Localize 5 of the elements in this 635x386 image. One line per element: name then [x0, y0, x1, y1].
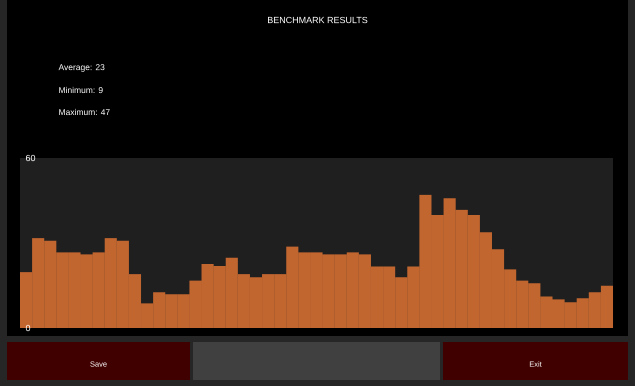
text: Maximum: 47: [59, 108, 110, 116]
y-tick-label: 60: [26, 154, 36, 162]
text: Minimum: 9: [59, 86, 103, 94]
chart-title: BENCHMARK RESULTS: [268, 16, 368, 24]
text: Average: 23: [58, 64, 104, 72]
